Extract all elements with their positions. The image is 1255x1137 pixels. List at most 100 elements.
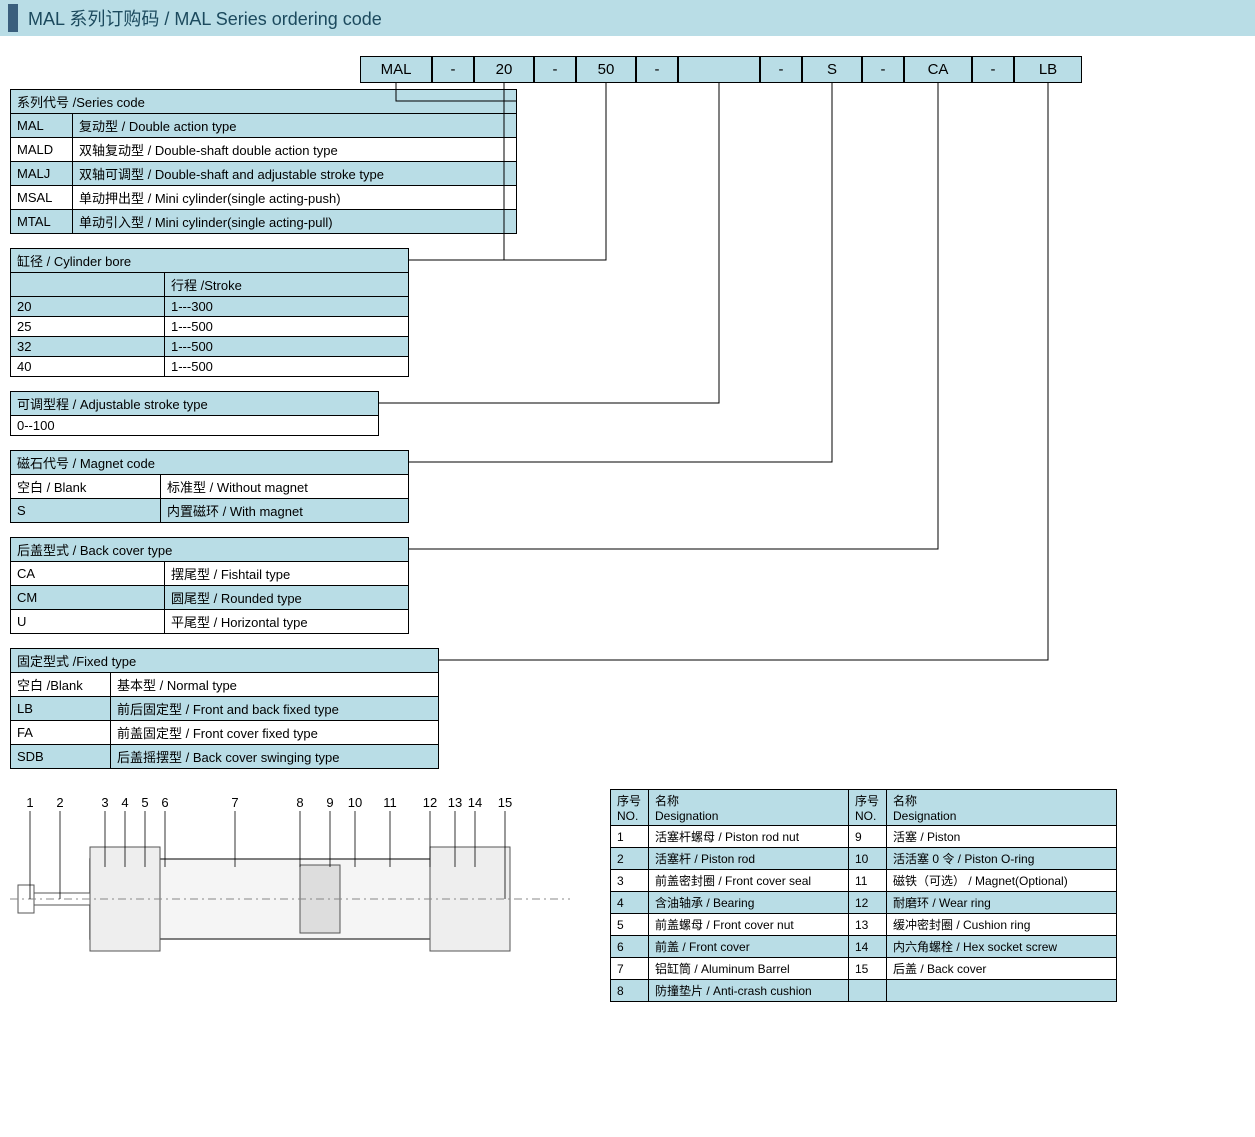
table-cell: MAL <box>11 114 73 138</box>
table-cell: LB <box>11 697 111 721</box>
ordering-cell: - <box>760 56 802 83</box>
table-cell: 40 <box>11 357 165 377</box>
table-cell: 基本型 / Normal type <box>111 673 439 697</box>
adjustable-stroke-table: 可调型程 / Adjustable stroke type0--100 <box>10 391 379 436</box>
parts-header: 名称Designation <box>649 790 849 826</box>
table-cell: 单动押出型 / Mini cylinder(single acting-push… <box>73 186 517 210</box>
parts-cell: 含油轴承 / Bearing <box>649 892 849 914</box>
table-header: 缸径 / Cylinder bore <box>11 249 409 273</box>
table-cell: 平尾型 / Horizontal type <box>165 610 409 634</box>
svg-text:2: 2 <box>56 795 63 810</box>
svg-text:10: 10 <box>348 795 362 810</box>
parts-cell: 防撞垫片 / Anti-crash cushion <box>649 980 849 1002</box>
table-cell: 双轴复动型 / Double-shaft double action type <box>73 138 517 162</box>
svg-text:8: 8 <box>296 795 303 810</box>
ordering-cell: CA <box>904 56 972 83</box>
svg-text:14: 14 <box>468 795 482 810</box>
parts-list-table: 序号NO.名称Designation序号NO.名称Designation1活塞杆… <box>610 789 1117 1002</box>
parts-cell: 3 <box>611 870 649 892</box>
table-cell: 1---500 <box>165 357 409 377</box>
parts-header: 名称Designation <box>887 790 1117 826</box>
table-cell: 后盖摇摆型 / Back cover swinging type <box>111 745 439 769</box>
parts-cell: 1 <box>611 826 649 848</box>
parts-cell: 前盖密封圈 / Front cover seal <box>649 870 849 892</box>
table-cell: 前盖固定型 / Front cover fixed type <box>111 721 439 745</box>
parts-cell: 磁铁（可选） / Magnet(Optional) <box>887 870 1117 892</box>
table-header: 系列代号 /Series code <box>11 90 517 114</box>
title-bar-accent <box>8 4 18 32</box>
table-cell: 复动型 / Double action type <box>73 114 517 138</box>
bottom-section: 123456789101112131415 序号NO.名称Designation… <box>0 789 1255 1002</box>
table-header: 后盖型式 / Back cover type <box>11 538 409 562</box>
table-cell: MALJ <box>11 162 73 186</box>
table-cell: 1---500 <box>165 337 409 357</box>
ordering-cell: 50 <box>576 56 636 83</box>
table-cell: U <box>11 610 165 634</box>
table-cell: 20 <box>11 297 165 317</box>
parts-cell <box>849 980 887 1002</box>
table-cell: MALD <box>11 138 73 162</box>
parts-header: 序号NO. <box>849 790 887 826</box>
table-cell: 圆尾型 / Rounded type <box>165 586 409 610</box>
ordering-cell <box>678 56 760 83</box>
parts-cell: 5 <box>611 914 649 936</box>
cylinder-diagram: 123456789101112131415 <box>10 789 570 989</box>
magnet-code-table: 磁石代号 / Magnet code空白 / Blank标准型 / Withou… <box>10 450 409 523</box>
svg-text:4: 4 <box>121 795 128 810</box>
parts-cell: 前盖螺母 / Front cover nut <box>649 914 849 936</box>
ordering-cell: - <box>862 56 904 83</box>
ordering-cell: 20 <box>474 56 534 83</box>
parts-cell: 耐磨环 / Wear ring <box>887 892 1117 914</box>
table-cell: CM <box>11 586 165 610</box>
cylinder-bore-table: 缸径 / Cylinder bore行程 /Stroke201---300251… <box>10 248 409 377</box>
fixed-type-table: 固定型式 /Fixed type空白 /Blank基本型 / Normal ty… <box>10 648 439 769</box>
parts-cell: 11 <box>849 870 887 892</box>
parts-cell: 6 <box>611 936 649 958</box>
parts-cell: 活活塞 0 令 / Piston O-ring <box>887 848 1117 870</box>
table-cell: FA <box>11 721 111 745</box>
table-cell: 32 <box>11 337 165 357</box>
parts-cell: 8 <box>611 980 649 1002</box>
table-cell: 25 <box>11 317 165 337</box>
table-cell: 0--100 <box>11 416 379 436</box>
ordering-code-row: MAL-20-50--S-CA-LB <box>360 56 1255 83</box>
tables-area: MAL-20-50--S-CA-LB 系列代号 /Series codeMAL复… <box>0 56 1255 769</box>
ordering-cell: LB <box>1014 56 1082 83</box>
parts-cell: 前盖 / Front cover <box>649 936 849 958</box>
series-code-table: 系列代号 /Series codeMAL复动型 / Double action … <box>10 89 517 234</box>
table-cell: MTAL <box>11 210 73 234</box>
parts-cell: 2 <box>611 848 649 870</box>
parts-cell: 13 <box>849 914 887 936</box>
table-cell: 空白 /Blank <box>11 673 111 697</box>
parts-cell: 9 <box>849 826 887 848</box>
table-subheader <box>11 273 165 297</box>
table-cell: 摆尾型 / Fishtail type <box>165 562 409 586</box>
table-cell: 1---300 <box>165 297 409 317</box>
page-title: MAL 系列订购码 / MAL Series ordering code <box>28 5 382 31</box>
table-header: 可调型程 / Adjustable stroke type <box>11 392 379 416</box>
parts-cell: 12 <box>849 892 887 914</box>
table-cell: 标准型 / Without magnet <box>161 475 409 499</box>
parts-header: 序号NO. <box>611 790 649 826</box>
parts-cell: 活塞杆螺母 / Piston rod nut <box>649 826 849 848</box>
parts-cell: 活塞杆 / Piston rod <box>649 848 849 870</box>
table-cell: MSAL <box>11 186 73 210</box>
svg-text:5: 5 <box>141 795 148 810</box>
table-cell: SDB <box>11 745 111 769</box>
parts-cell: 15 <box>849 958 887 980</box>
svg-text:9: 9 <box>326 795 333 810</box>
parts-cell: 10 <box>849 848 887 870</box>
svg-text:15: 15 <box>498 795 512 810</box>
ordering-cell: - <box>636 56 678 83</box>
ordering-cell: MAL <box>360 56 432 83</box>
table-cell: 单动引入型 / Mini cylinder(single acting-pull… <box>73 210 517 234</box>
parts-cell: 4 <box>611 892 649 914</box>
table-cell: 内置磁环 / With magnet <box>161 499 409 523</box>
svg-text:13: 13 <box>448 795 462 810</box>
parts-cell: 14 <box>849 936 887 958</box>
table-cell: 双轴可调型 / Double-shaft and adjustable stro… <box>73 162 517 186</box>
table-cell: CA <box>11 562 165 586</box>
svg-text:1: 1 <box>26 795 33 810</box>
parts-cell: 内六角螺栓 / Hex socket screw <box>887 936 1117 958</box>
table-header: 固定型式 /Fixed type <box>11 649 439 673</box>
